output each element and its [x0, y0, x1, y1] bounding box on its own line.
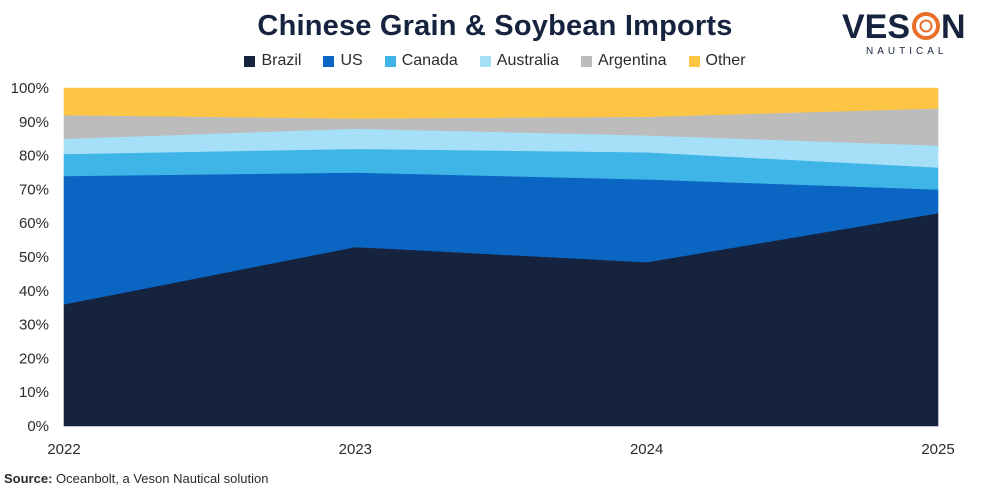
legend-swatch-australia	[479, 55, 491, 67]
legend-label-argentina: Argentina	[598, 52, 667, 69]
series-areas	[63, 87, 939, 427]
x-tick-label: 2025	[921, 441, 954, 458]
legend-swatch-canada	[384, 55, 396, 67]
logo-subtitle: NAUTICAL	[866, 46, 947, 57]
y-tick-label: 30%	[19, 317, 49, 334]
y-tick-label: 40%	[19, 283, 49, 300]
legend-item-canada: Canada	[384, 52, 458, 70]
y-tick-label: 60%	[19, 215, 49, 232]
source-note: Source: Oceanbolt, a Veson Nautical solu…	[4, 471, 269, 486]
legend-label-other: Other	[705, 52, 746, 69]
legend-item-brazil: Brazil	[244, 52, 301, 70]
source-text: Oceanbolt, a Veson Nautical solution	[52, 471, 269, 486]
legend-label-canada: Canada	[401, 52, 458, 69]
y-tick-label: 80%	[19, 148, 49, 165]
x-axis: 2022 2023 2024 2025	[47, 441, 954, 458]
y-tick-label: 100%	[11, 80, 49, 97]
y-axis: 0% 10% 20% 30% 40% 50% 60% 70% 80% 90% 100%	[11, 80, 49, 435]
y-tick-label: 0%	[27, 418, 49, 435]
y-tick-label: 90%	[19, 114, 49, 131]
y-tick-label: 20%	[19, 350, 49, 367]
logo-o-icon	[912, 12, 940, 40]
legend-label-us: US	[340, 52, 363, 69]
x-tick-label: 2022	[47, 441, 80, 458]
x-tick-label: 2023	[339, 441, 372, 458]
source-label: Source:	[4, 471, 53, 486]
legend-item-other: Other	[688, 52, 746, 70]
chart-title: Chinese Grain & Soybean Imports	[257, 10, 733, 42]
x-tick-label: 2024	[630, 441, 663, 458]
logo-word-right: N	[941, 8, 966, 46]
legend-swatch-argentina	[581, 55, 593, 67]
logo-word-left: VES	[842, 8, 910, 46]
y-tick-label: 50%	[19, 249, 49, 266]
legend-swatch-brazil	[244, 55, 256, 67]
legend-item-australia: Australia	[479, 52, 560, 70]
legend-label-brazil: Brazil	[261, 52, 302, 69]
legend-item-us: US	[323, 52, 363, 70]
chart-legend: Brazil US Canada Australia Argentina Other	[0, 52, 990, 70]
y-tick-label: 10%	[19, 384, 49, 401]
veson-logo: VES N NAUTICAL	[842, 8, 966, 57]
area-other	[63, 87, 939, 119]
legend-swatch-other	[688, 55, 700, 67]
legend-label-australia: Australia	[496, 52, 560, 69]
legend-item-argentina: Argentina	[581, 52, 667, 70]
y-tick-label: 70%	[19, 181, 49, 198]
legend-swatch-us	[323, 55, 335, 67]
